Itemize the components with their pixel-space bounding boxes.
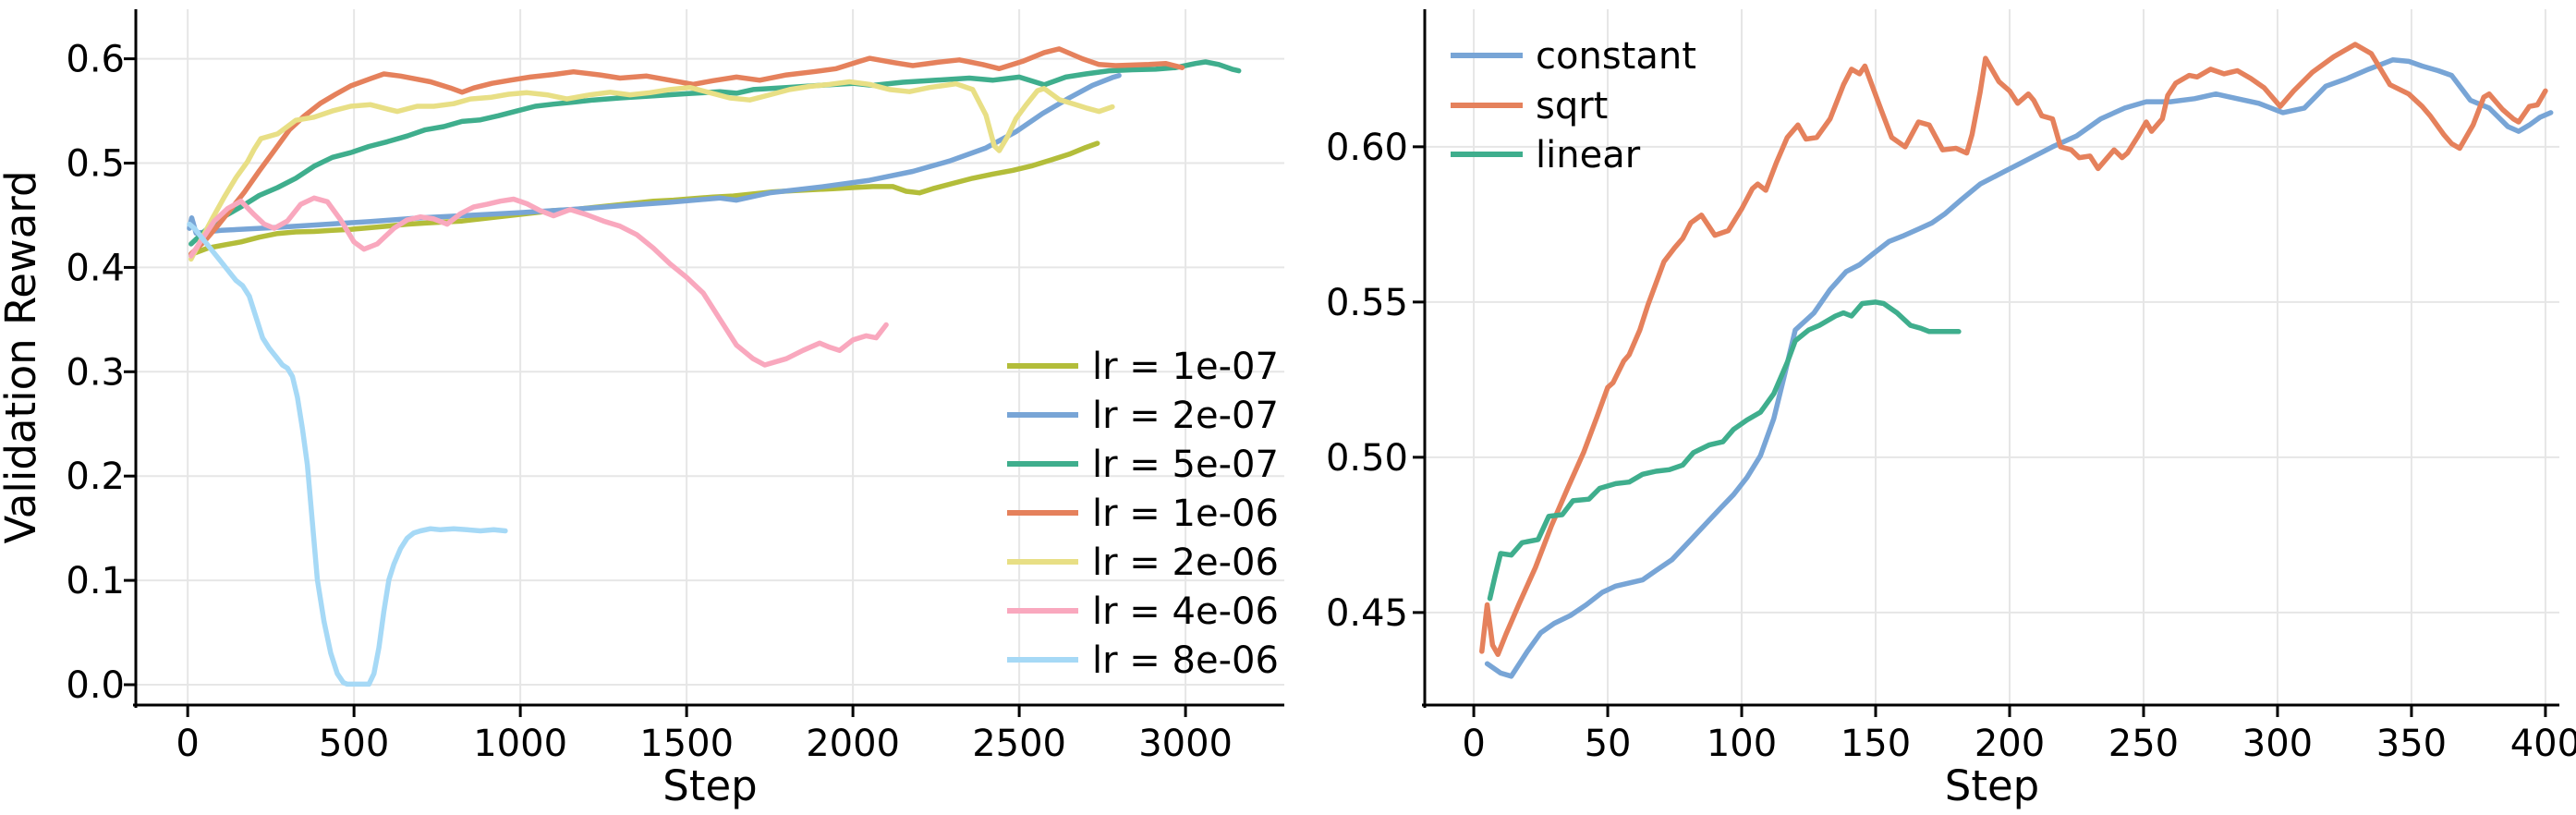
y-tick-label: 0.55 [1326,282,1408,324]
legend-label: lr = 8e-06 [1092,639,1279,682]
series-line-lr-1e-06 [188,46,1185,257]
series-line-lr-5e-07 [188,59,1242,247]
legend-label: constant [1536,35,1696,78]
y-tick-label: 0.5 [66,143,125,186]
x-axis-label: Step [662,761,757,810]
series-line-constant [1484,57,2554,679]
y-tick-label: 0.45 [1326,592,1408,635]
series-line-linear [1487,299,1962,602]
y-tick-label: 0.1 [66,560,125,602]
legend-label: lr = 4e-06 [1092,590,1279,633]
legend: constant sqrt linear [1451,35,1696,176]
x-tick-label: 50 [1585,723,1632,765]
subplot-2: 0 50 100 150 200 250 300 350 400 0.45 0.50 0.55 0.60… [1326,9,2576,810]
legend-label: lr = 1e-06 [1092,493,1279,535]
series-line-lr-4e-06 [188,195,889,368]
x-tick-label: 150 [1841,723,1911,765]
y-tick-label: 0.6 [66,39,125,81]
series-line-lr-2e-07 [187,72,1122,236]
y-tick-label: 0.0 [66,664,125,707]
legend-label: lr = 5e-07 [1092,444,1279,486]
x-tick-label: 100 [1707,723,1777,765]
x-tick-label: 1500 [639,723,734,765]
x-tick-label: 300 [2242,723,2313,765]
y-tick-label: 0.50 [1326,437,1408,480]
x-tick-label: 500 [319,723,389,765]
x-tick-label: 200 [1975,723,2045,765]
x-axis-label: Step [1945,761,2039,810]
series-line-lr-2e-06 [188,79,1115,262]
legend-label: sqrt [1536,85,1608,128]
x-tick-label: 350 [2376,723,2447,765]
legend-label: linear [1536,134,1641,176]
x-tick-label: 3000 [1138,723,1233,765]
y-tick-label: 0.4 [66,247,125,289]
legend-label: lr = 1e-07 [1092,346,1279,388]
subplot-1: 0 500 1000 1500 2000 2500 3000 0.0 0.1 0.2 0.3 0.4 0… [0,9,1284,810]
legend-label: lr = 2e-07 [1092,395,1279,437]
legend: lr = 1e-07 lr = 2e-07 lr = 5e-07 lr = 1e-06… [1007,346,1279,682]
x-tick-label: 1000 [473,723,567,765]
x-tick-label: 2500 [972,723,1066,765]
legend-label: lr = 2e-06 [1092,541,1279,584]
y-axis-label: Validation Reward [0,170,45,543]
x-tick-label: 2000 [806,723,900,765]
y-tick-label: 0.60 [1326,127,1408,169]
series-line-lr-8e-06 [187,221,508,687]
x-tick-label: 400 [2510,723,2576,765]
y-tick-label: 0.3 [66,351,125,394]
y-tick-label: 0.2 [66,456,125,498]
x-tick-label: 0 [1462,723,1485,765]
series-line-sqrt [1479,42,2548,657]
x-tick-label: 250 [2108,723,2179,765]
x-tick-label: 0 [176,723,199,765]
